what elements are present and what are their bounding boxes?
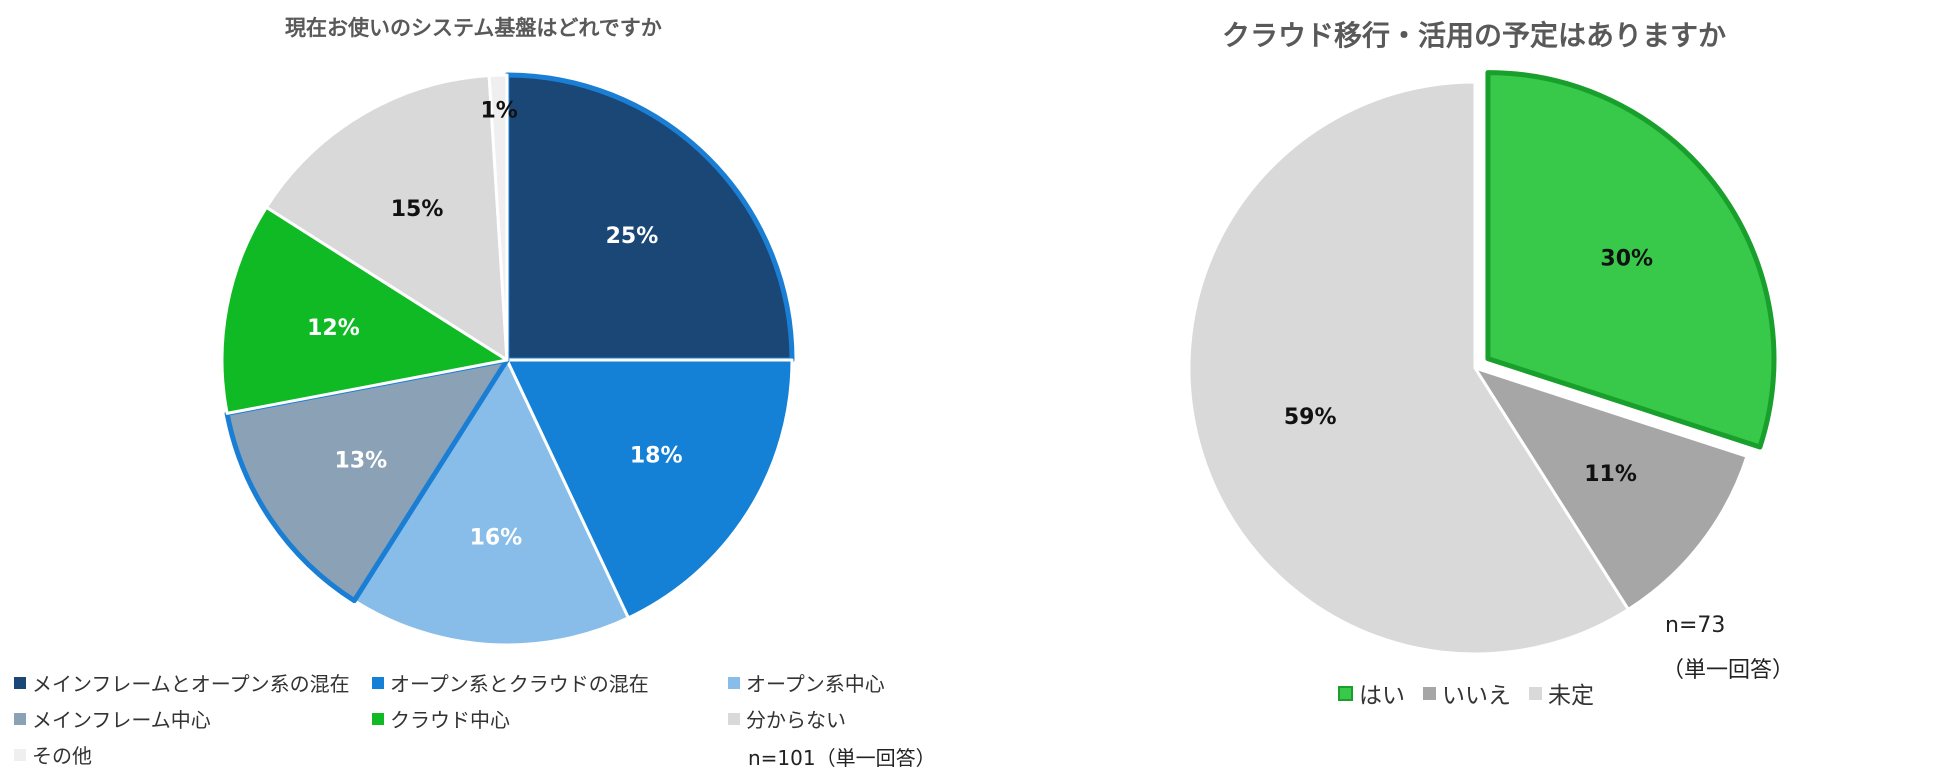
left-pie-label-3: 13% bbox=[335, 448, 388, 473]
legend-swatch bbox=[1338, 685, 1353, 701]
legend-swatch bbox=[728, 712, 740, 725]
left-sample-note: n=101（単一回答） bbox=[748, 746, 936, 770]
legend-item-open-cloud-mix: オープン系とクラウドの混在 bbox=[372, 668, 649, 697]
legend-label: オープン系中心 bbox=[746, 672, 885, 696]
legend-swatch bbox=[372, 712, 384, 725]
left-pie-slice-5 bbox=[264, 74, 509, 362]
legend-item-no: いいえ bbox=[1423, 676, 1511, 710]
legend-swatch bbox=[728, 676, 740, 689]
legend-label: メインフレーム中心 bbox=[32, 708, 211, 732]
legend-label: はい bbox=[1359, 683, 1405, 709]
legend-item-mainframe-open-mix: メインフレームとオープン系の混在 bbox=[14, 668, 350, 697]
left-pie-label-5: 15% bbox=[391, 197, 444, 222]
left-pie-label-6: 1% bbox=[480, 98, 517, 123]
left-pie-slice-3 bbox=[224, 357, 510, 604]
legend-label: 分からない bbox=[746, 708, 846, 732]
left-pie-label-0: 25% bbox=[606, 224, 659, 249]
left-chart-title: 現在お使いのシステム基盤はどれですか bbox=[285, 16, 662, 40]
legend-label: その他 bbox=[32, 744, 92, 768]
legend-label: クラウド中心 bbox=[390, 708, 510, 732]
right-pie-slice-0 bbox=[1485, 70, 1777, 450]
right-pie-label-1: 11% bbox=[1584, 462, 1637, 487]
legend-label: 未定 bbox=[1548, 683, 1594, 709]
legend-label: いいえ bbox=[1442, 683, 1511, 709]
left-pie-slice-4 bbox=[220, 205, 509, 415]
left-pie-slice-2 bbox=[352, 358, 630, 647]
legend-item-open-centric: オープン系中心 bbox=[728, 668, 885, 697]
right-chart-title: クラウド移行・活用の予定はありますか bbox=[1222, 19, 1727, 52]
right-answer-type: （単一回答） bbox=[1662, 658, 1795, 683]
legend-item-other: その他 bbox=[14, 740, 92, 769]
right-pie-label-0: 30% bbox=[1600, 247, 1653, 272]
left-pie-slice-6 bbox=[487, 73, 509, 362]
left-pie-label-1: 18% bbox=[630, 444, 683, 469]
left-pie-label-2: 16% bbox=[470, 525, 523, 550]
right-legend: はい いいえ 未定 bbox=[1338, 676, 1594, 710]
legend-swatch bbox=[1423, 686, 1436, 700]
right-pie-label-2: 59% bbox=[1284, 405, 1337, 430]
legend-label: メインフレームとオープン系の混在 bbox=[32, 672, 350, 696]
legend-swatch bbox=[1529, 686, 1542, 700]
right-pie-slice-1 bbox=[1473, 366, 1749, 611]
right-pie-slice-2 bbox=[1187, 80, 1630, 656]
legend-swatch bbox=[14, 748, 26, 761]
legend-swatch bbox=[14, 712, 26, 725]
legend-swatch bbox=[372, 676, 384, 689]
left-pie-label-4: 12% bbox=[307, 316, 360, 341]
left-pie-slice-0 bbox=[504, 72, 795, 363]
left-pie-slice-1 bbox=[505, 358, 794, 620]
legend-item-cloud-centric: クラウド中心 bbox=[372, 704, 510, 733]
legend-item-undecided: 未定 bbox=[1529, 676, 1594, 710]
legend-item-unknown: 分からない bbox=[728, 704, 846, 733]
legend-item-mainframe-centric: メインフレーム中心 bbox=[14, 704, 211, 733]
legend-label: オープン系とクラウドの混在 bbox=[390, 672, 649, 696]
legend-swatch bbox=[14, 676, 26, 689]
legend-item-yes: はい bbox=[1338, 676, 1405, 710]
right-sample-size: n=73 bbox=[1665, 613, 1726, 638]
